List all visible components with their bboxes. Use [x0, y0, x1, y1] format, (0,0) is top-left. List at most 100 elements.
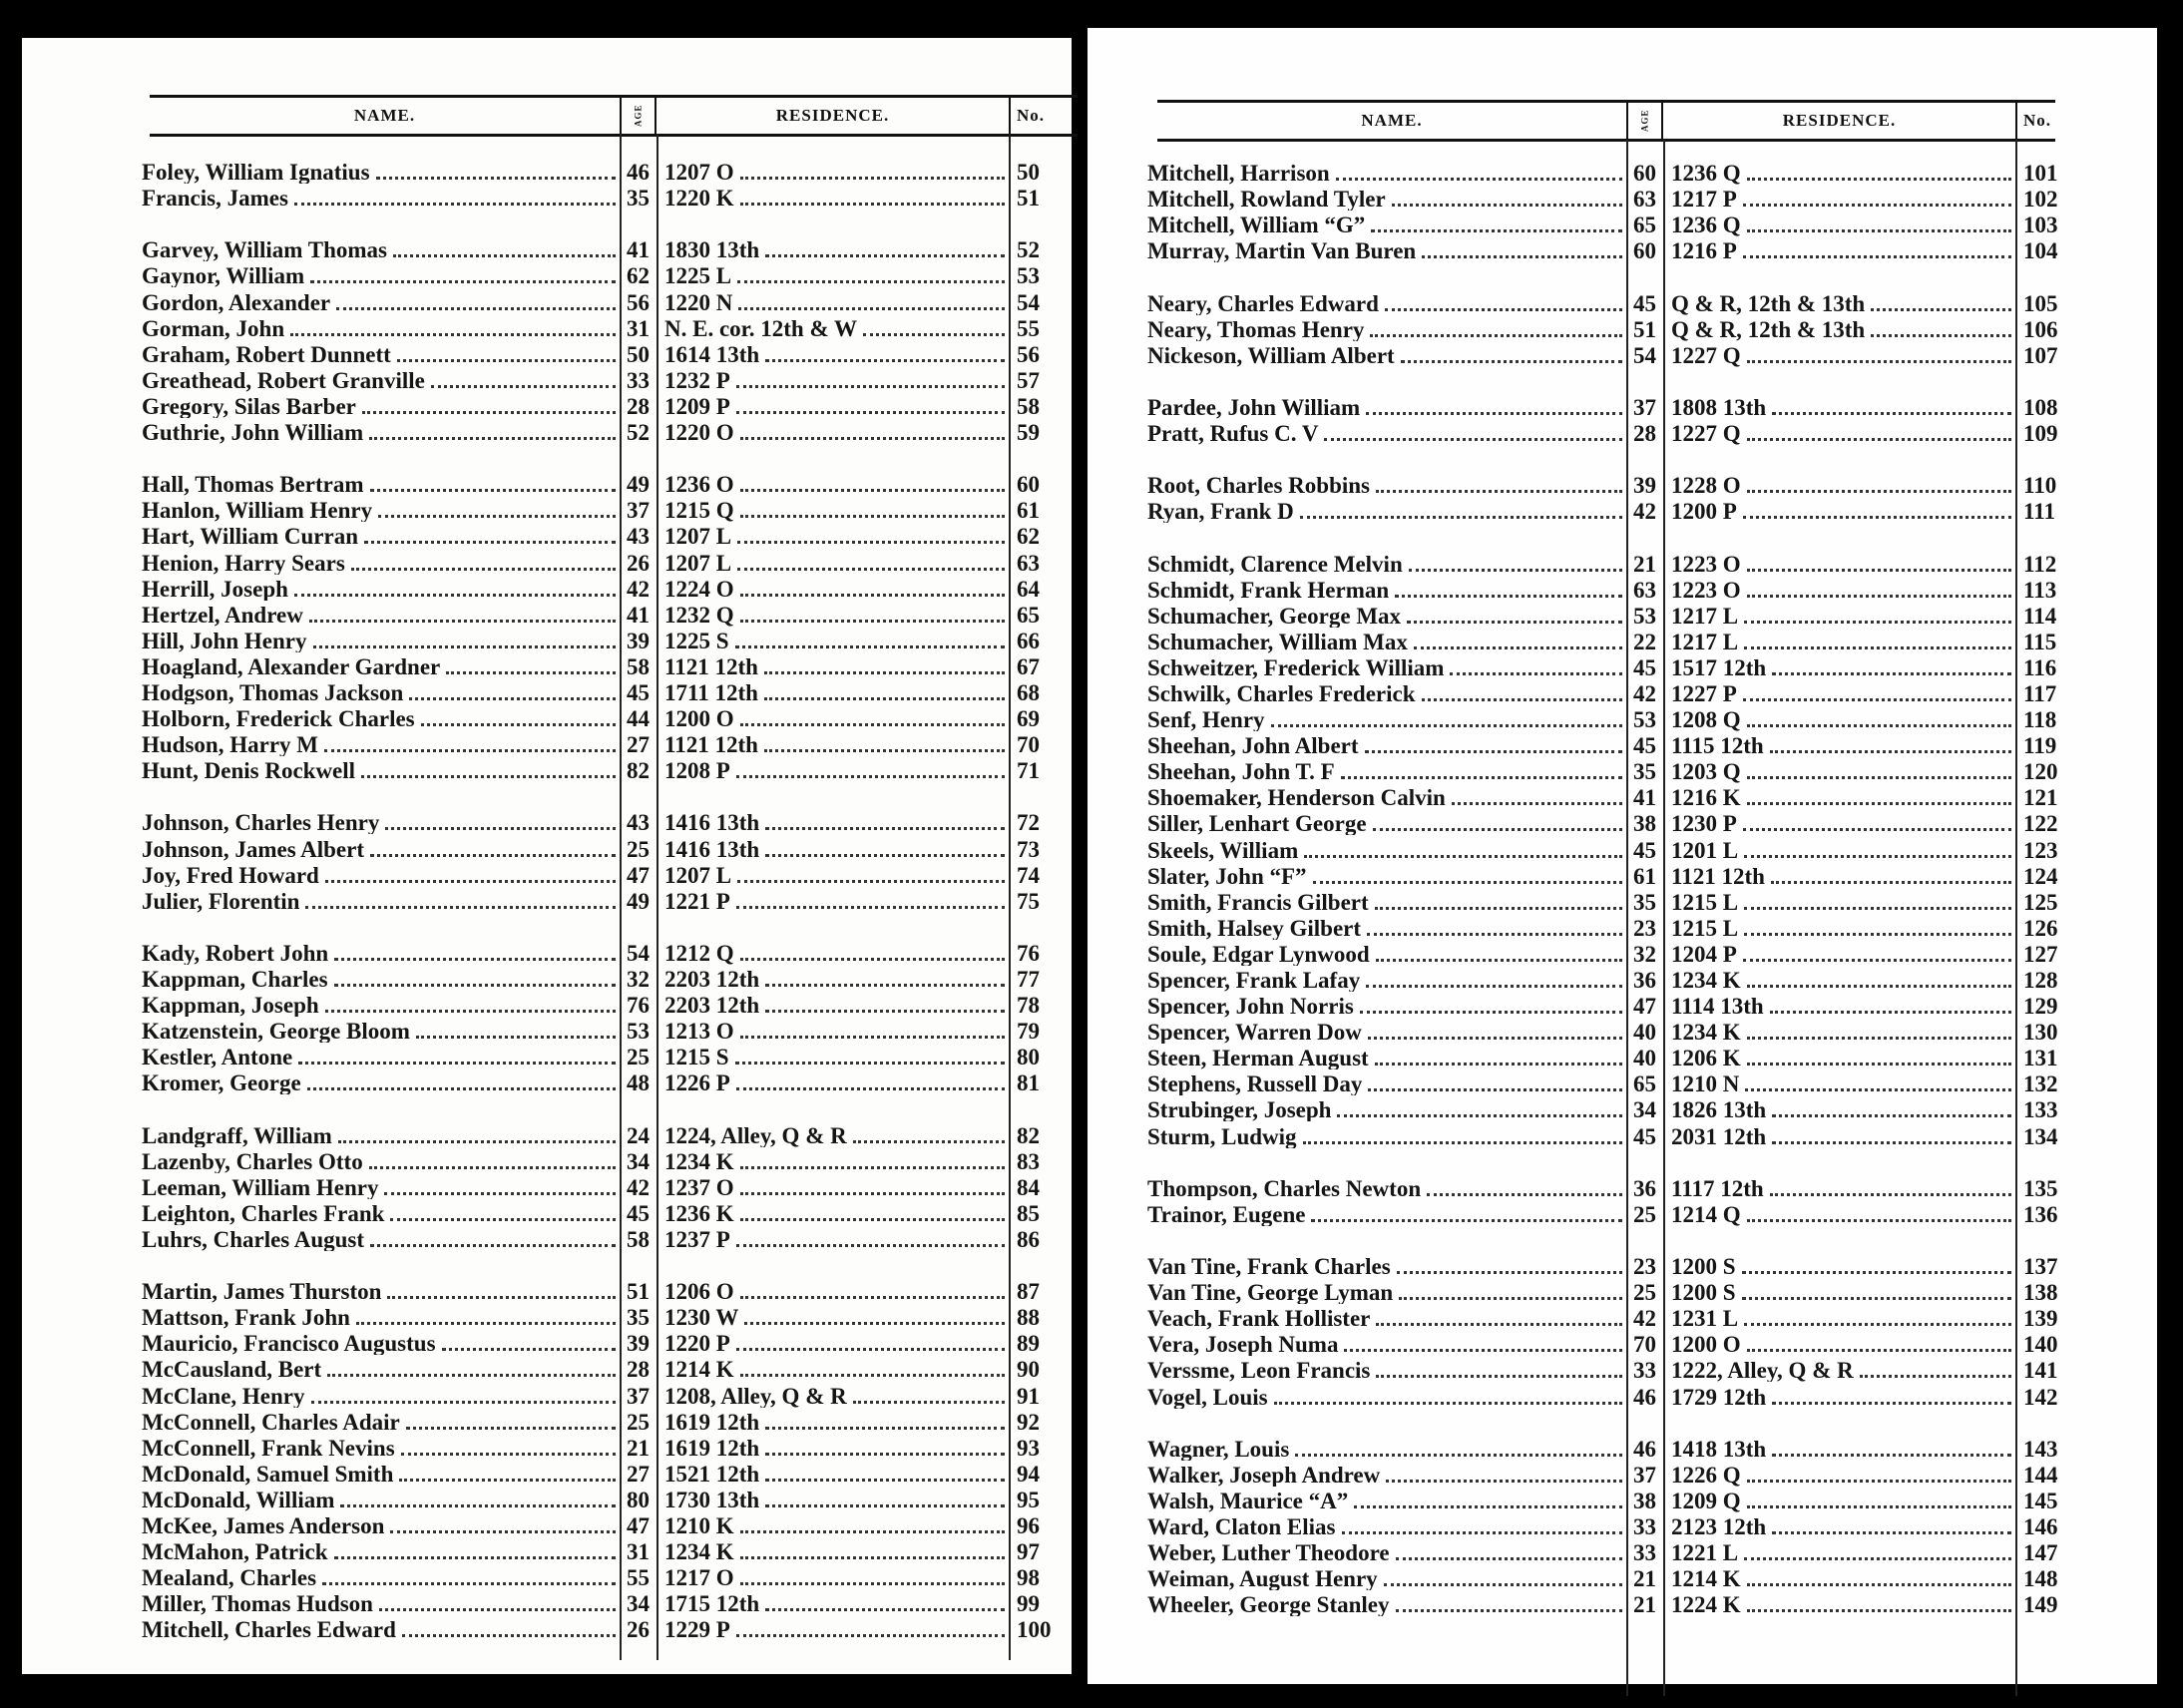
dot-leader	[1376, 1323, 1622, 1327]
residence-cell: 1224 O	[656, 578, 1009, 601]
name-cell: Thompson, Charles Newton	[1147, 1177, 1626, 1200]
name-cell: Ward, Claton Elias	[1147, 1515, 1626, 1538]
number-cell: 138	[2023, 1281, 2058, 1305]
dot-leader	[400, 1452, 616, 1456]
number-cell: 80	[1017, 1046, 1040, 1069]
name-text: Hunt, Denis Rockwell	[142, 759, 356, 783]
table-row: Kromer, George 48 1226 P 81	[142, 1068, 1078, 1094]
number-cell: 124	[2023, 864, 2058, 888]
age-cell: 41	[1633, 786, 1656, 810]
dot-leader	[735, 1348, 1005, 1352]
dot-leader	[763, 749, 1005, 753]
table-row: Neary, Charles Edward 45 Q & R, 12th & 13t…	[1147, 288, 2065, 315]
dot-leader	[378, 1608, 616, 1612]
age-cell: 53	[1633, 708, 1656, 732]
age-cell: 28	[627, 1358, 650, 1382]
table-row: Walker, Joseph Andrew 37 1226 Q 144	[1147, 1461, 2065, 1487]
name-cell: Miller, Thomas Hudson	[142, 1592, 620, 1615]
dot-leader	[415, 1036, 616, 1040]
dot-leader	[763, 670, 1005, 674]
name-cell: Vera, Joseph Numa	[1147, 1333, 1626, 1356]
dot-leader	[739, 489, 1005, 493]
table-row: Sheehan, John T. F 35 1203 Q 120	[1147, 757, 2065, 783]
dot-leader	[1374, 1063, 1622, 1067]
dot-leader	[739, 1036, 1005, 1040]
residence-cell: 1210 K	[656, 1514, 1009, 1537]
residence-cell: 1226 Q	[1663, 1464, 2015, 1487]
number-cell: 62	[1017, 525, 1040, 549]
name-text: Katzenstein, George Bloom	[142, 1020, 410, 1044]
dot-leader	[1871, 333, 2011, 337]
age-cell: 43	[627, 811, 650, 835]
name-cell: Kappman, Joseph	[142, 994, 620, 1017]
residence-text: 1207 L	[664, 525, 732, 549]
dot-leader	[1746, 594, 2011, 598]
table-row: Hunt, Denis Rockwell 82 1208 P 71	[142, 756, 1078, 782]
residence-text: 1234 K	[664, 1540, 734, 1564]
number-cell: 133	[2023, 1098, 2058, 1122]
name-text: Sturm, Ludwig	[1147, 1124, 1297, 1148]
residence-cell: 1234 K	[656, 1540, 1009, 1563]
age-cell: 40	[1633, 1047, 1656, 1070]
residence-cell: 1715 12th	[656, 1592, 1009, 1615]
dot-leader	[370, 853, 616, 857]
dot-leader	[1746, 1609, 2011, 1613]
name-cell: Wheeler, George Stanley	[1147, 1593, 1626, 1616]
residence-text: 1808 13th	[1671, 395, 1767, 419]
age-cell: 35	[1633, 890, 1656, 914]
residence-cell: 1121 12th	[656, 655, 1009, 678]
residence-text: 1220 N	[664, 290, 733, 314]
dot-leader	[739, 619, 1005, 623]
dot-leader	[1742, 204, 2011, 208]
table-row: Walsh, Maurice “A” 38 1209 Q 145	[1147, 1487, 2065, 1512]
residence-text: 1200 O	[1671, 1333, 1741, 1357]
dot-leader	[765, 254, 1005, 258]
name-text: Schweitzer, Frederick William	[1147, 655, 1445, 679]
residence-cell: 1729 12th	[1663, 1386, 2015, 1409]
name-cell: Hertzel, Andrew	[142, 604, 620, 627]
number-cell: 131	[2023, 1047, 2058, 1070]
name-cell: Hall, Thomas Bertram	[142, 473, 620, 496]
name-cell: Pratt, Rufus C. V	[1147, 422, 1626, 445]
name-cell: McKee, James Anderson	[142, 1514, 620, 1537]
number-cell: 106	[2023, 317, 2058, 341]
dot-leader	[390, 1217, 616, 1221]
residence-text: 1228 O	[1671, 474, 1741, 498]
dot-leader	[1427, 1192, 1622, 1196]
dot-leader	[1746, 1218, 2011, 1222]
dot-leader	[327, 1374, 616, 1378]
name-cell: Schumacher, George Max	[1147, 605, 1626, 628]
name-cell: Gaynor, William	[142, 264, 620, 287]
name-text: Neary, Thomas Henry	[1147, 317, 1365, 341]
name-cell: Veach, Frank Hollister	[1147, 1307, 1626, 1330]
age-cell: 65	[1633, 214, 1656, 237]
name-text: Francis, James	[142, 187, 288, 211]
dot-leader	[734, 1062, 1005, 1066]
residence-text: 1210 N	[1671, 1072, 1740, 1096]
name-cell: Katzenstein, George Bloom	[142, 1020, 620, 1043]
age-cell: 34	[1633, 1098, 1656, 1122]
residence-text: 1226 P	[664, 1071, 730, 1095]
table-row: Francis, James 35 1220 K 51	[142, 184, 1078, 210]
dot-leader	[1746, 1479, 2011, 1483]
name-text: McClane, Henry	[142, 1384, 305, 1408]
name-cell: Hudson, Harry M	[142, 733, 620, 756]
residence-cell: 2203 12th	[656, 994, 1009, 1017]
residence-text: 1201 L	[1671, 838, 1739, 862]
dot-leader	[396, 358, 616, 362]
residence-text: 1213 O	[664, 1020, 734, 1044]
group-spacer	[1147, 1148, 2065, 1174]
name-text: Sheehan, John Albert	[1147, 734, 1359, 758]
age-cell: 33	[1633, 1514, 1656, 1538]
name-text: Hart, William Curran	[142, 525, 359, 549]
name-cell: Kestler, Antone	[142, 1046, 620, 1068]
dot-leader	[1413, 645, 1622, 649]
residence-cell: 1201 L	[1663, 839, 2015, 862]
name-cell: Mattson, Frank John	[142, 1306, 620, 1329]
age-cell: 26	[627, 1618, 650, 1642]
table-row: Skeels, William 45 1201 L 123	[1147, 835, 2065, 862]
dot-leader	[441, 1348, 616, 1352]
residence-cell: 1114 13th	[1663, 995, 2015, 1018]
dot-leader	[739, 1217, 1005, 1221]
table-row: Hart, William Curran 43 1207 L 62	[142, 522, 1078, 548]
